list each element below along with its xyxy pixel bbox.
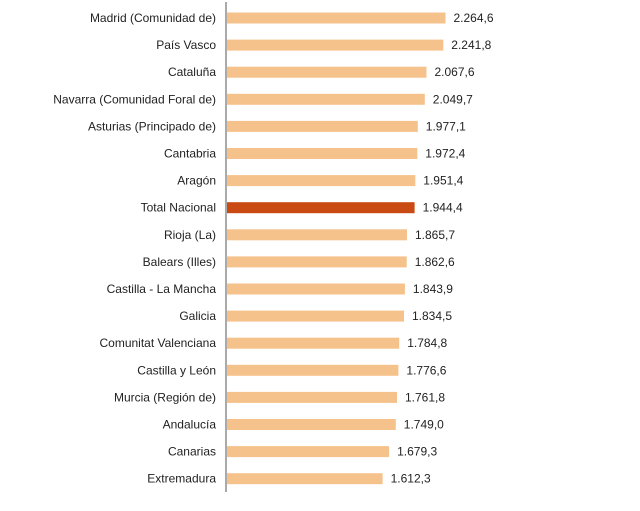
category-label: Balears (Illes) xyxy=(143,255,216,269)
category-label: Castilla - La Mancha xyxy=(107,282,217,296)
category-label: Murcia (Región de) xyxy=(114,390,216,404)
bar-region xyxy=(227,473,383,485)
value-label: 1.612,3 xyxy=(391,472,431,486)
value-label: 2.264,6 xyxy=(454,11,494,25)
bar-region xyxy=(227,12,446,24)
value-label: 2.241,8 xyxy=(451,38,491,52)
category-label: Canarias xyxy=(168,445,216,459)
bar-region xyxy=(227,391,397,403)
bar-region xyxy=(227,66,427,78)
value-label: 1.679,3 xyxy=(397,445,437,459)
category-label: Total Nacional xyxy=(141,201,216,215)
bar-region xyxy=(227,256,407,268)
category-label: Navarra (Comunidad Foral de) xyxy=(53,92,216,106)
bar-region xyxy=(227,310,404,322)
value-label: 2.049,7 xyxy=(433,92,473,106)
value-label: 1.865,7 xyxy=(415,228,455,242)
bar-region xyxy=(227,93,425,105)
bar-region xyxy=(227,283,405,295)
category-label: Cataluña xyxy=(168,65,216,79)
category-label: Rioja (La) xyxy=(164,228,216,242)
bar-region xyxy=(227,39,444,51)
category-label: Castilla y León xyxy=(137,363,216,377)
value-label: 1.784,8 xyxy=(407,336,447,350)
value-label: 1.951,4 xyxy=(423,174,463,188)
bar-region xyxy=(227,364,399,376)
bar-region xyxy=(227,148,418,159)
value-label: 1.972,4 xyxy=(425,147,465,161)
bar-region xyxy=(227,419,396,430)
bars-group xyxy=(227,12,446,485)
value-label: 1.761,8 xyxy=(405,390,445,404)
value-label: 1.776,6 xyxy=(406,363,446,377)
bar-highlight xyxy=(227,202,415,214)
category-label: Asturias (Principado de) xyxy=(88,119,216,133)
value-label: 1.977,1 xyxy=(426,119,466,133)
bar-region xyxy=(227,229,407,241)
value-label: 2.067,6 xyxy=(435,65,475,79)
category-label: Comunitat Valenciana xyxy=(99,336,216,350)
bar-region xyxy=(227,446,390,458)
category-label: Aragón xyxy=(177,174,216,188)
category-label: Madrid (Comunidad de) xyxy=(90,11,216,25)
bar-region xyxy=(227,337,400,349)
value-label: 1.944,4 xyxy=(423,201,463,215)
category-label: Andalucía xyxy=(163,418,217,432)
value-label: 1.843,9 xyxy=(413,282,453,296)
category-label: País Vasco xyxy=(156,38,216,52)
bar-region xyxy=(227,120,418,132)
value-label: 1.862,6 xyxy=(415,255,455,269)
category-label: Galicia xyxy=(179,309,216,323)
value-label: 1.749,0 xyxy=(404,418,444,432)
category-label: Cantabria xyxy=(164,147,216,161)
category-label: Extremadura xyxy=(147,472,216,486)
category-labels-group: Madrid (Comunidad de) País Vasco Cataluña N… xyxy=(53,11,216,486)
bar-region xyxy=(227,175,416,187)
value-labels-group: 2.264,6 2.241,8 2.067,6 2.049,7 1.977,1 1.972… xyxy=(391,11,494,486)
value-label: 1.834,5 xyxy=(412,309,452,323)
